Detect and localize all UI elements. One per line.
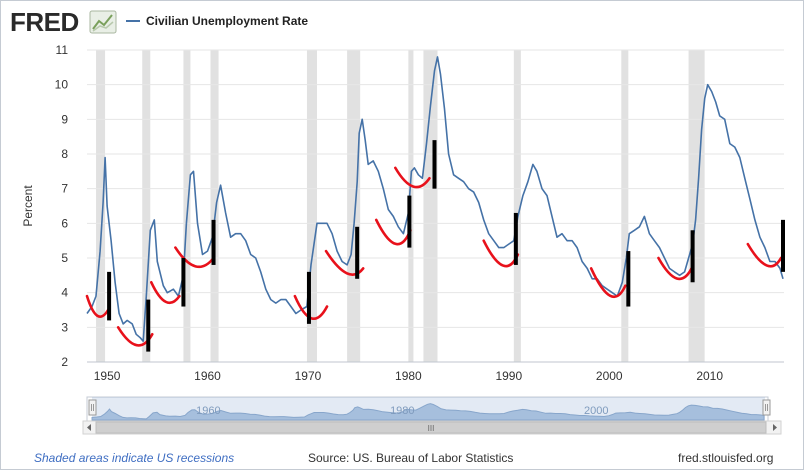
range-navigator[interactable]: 1960 1980 2000 bbox=[86, 396, 771, 422]
x-tick-label: 1950 bbox=[94, 369, 121, 383]
red-trough-curve bbox=[746, 242, 783, 268]
black-bar bbox=[513, 212, 518, 265]
black-bar bbox=[432, 140, 437, 189]
y-tick-label: 3 bbox=[61, 320, 68, 334]
black-bar bbox=[355, 226, 360, 279]
navigator-handle-left[interactable] bbox=[88, 399, 97, 416]
y-axis-ticks: 2 3 4 5 6 7 8 9 10 11 bbox=[55, 43, 69, 369]
black-bar bbox=[146, 299, 151, 352]
y-tick-label: 10 bbox=[55, 78, 69, 92]
red-trough-curve bbox=[85, 294, 110, 318]
recession-band bbox=[513, 50, 521, 362]
black-bar bbox=[181, 258, 186, 307]
y-tick-label: 11 bbox=[56, 43, 69, 57]
fred-logo-text[interactable]: FRED bbox=[10, 7, 79, 37]
x-tick-label: 2010 bbox=[696, 369, 723, 383]
recession-shading bbox=[96, 50, 705, 362]
y-tick-label: 9 bbox=[61, 112, 68, 126]
black-bar-annotations bbox=[107, 140, 785, 352]
recession-band bbox=[347, 50, 361, 362]
fred-logo-chart-icon bbox=[89, 10, 117, 34]
black-bar bbox=[626, 251, 631, 307]
scroll-left-arrow-icon[interactable] bbox=[87, 424, 91, 431]
x-tick-label: 1990 bbox=[495, 369, 522, 383]
black-bar bbox=[690, 230, 695, 283]
navigator-area bbox=[91, 403, 765, 421]
navigator-year-label: 1960 bbox=[196, 405, 220, 417]
black-bar bbox=[211, 219, 216, 265]
legend-label: Civilian Unemployment Rate bbox=[146, 14, 308, 28]
black-bar bbox=[306, 271, 311, 324]
y-tick-label: 7 bbox=[61, 182, 68, 196]
scroll-right-arrow-icon[interactable] bbox=[773, 424, 777, 431]
black-bar bbox=[107, 271, 112, 321]
y-tick-label: 8 bbox=[61, 147, 68, 161]
series-line-civilian-unemployment-rate bbox=[86, 56, 784, 342]
red-trough-curve bbox=[149, 280, 181, 305]
recession-band bbox=[142, 50, 151, 362]
x-tick-label: 1980 bbox=[395, 369, 422, 383]
recession-band bbox=[96, 50, 106, 362]
black-bar bbox=[780, 219, 785, 272]
red-trough-curve bbox=[324, 249, 365, 276]
x-tick-label: 1960 bbox=[194, 369, 221, 383]
y-tick-label: 4 bbox=[61, 286, 68, 300]
y-axis-label: Percent bbox=[21, 185, 35, 227]
recession-band bbox=[306, 50, 317, 362]
recession-band bbox=[423, 50, 438, 362]
red-trough-curve bbox=[657, 256, 693, 281]
red-trough-curve bbox=[589, 267, 627, 298]
navigator-handle-right[interactable] bbox=[762, 399, 771, 416]
y-tick-label: 2 bbox=[61, 355, 68, 369]
recession-band bbox=[183, 50, 191, 362]
y-tick-label: 5 bbox=[61, 251, 68, 265]
scrollbar-grip: III bbox=[428, 424, 435, 433]
navigator-year-label: 2000 bbox=[584, 405, 608, 417]
red-trough-curve bbox=[174, 246, 215, 269]
recession-note: Shaded areas indicate US recessions bbox=[34, 451, 234, 465]
recession-band bbox=[621, 50, 629, 362]
x-axis-ticks: 1950 1960 1970 1980 1990 2000 2010 bbox=[94, 369, 724, 383]
x-tick-label: 2000 bbox=[596, 369, 623, 383]
navigator-selection[interactable] bbox=[92, 397, 765, 421]
red-trough-curve bbox=[482, 239, 520, 268]
black-bar bbox=[407, 195, 412, 248]
navigator-year-label: 1980 bbox=[390, 405, 414, 417]
red-trough-curve bbox=[293, 294, 329, 320]
source-text: Source: US. Bureau of Labor Statistics bbox=[308, 451, 513, 465]
scrollbar[interactable]: III bbox=[82, 420, 782, 435]
x-tick-label: 1970 bbox=[295, 369, 322, 383]
red-trough-curve bbox=[394, 166, 431, 189]
recession-band bbox=[210, 50, 219, 362]
y-tick-label: 6 bbox=[61, 216, 68, 230]
navigator-year-labels: 1960 1980 2000 bbox=[196, 405, 608, 417]
site-link[interactable]: fred.stlouisfed.org bbox=[678, 451, 773, 465]
scrollbar-thumb[interactable] bbox=[95, 421, 767, 434]
